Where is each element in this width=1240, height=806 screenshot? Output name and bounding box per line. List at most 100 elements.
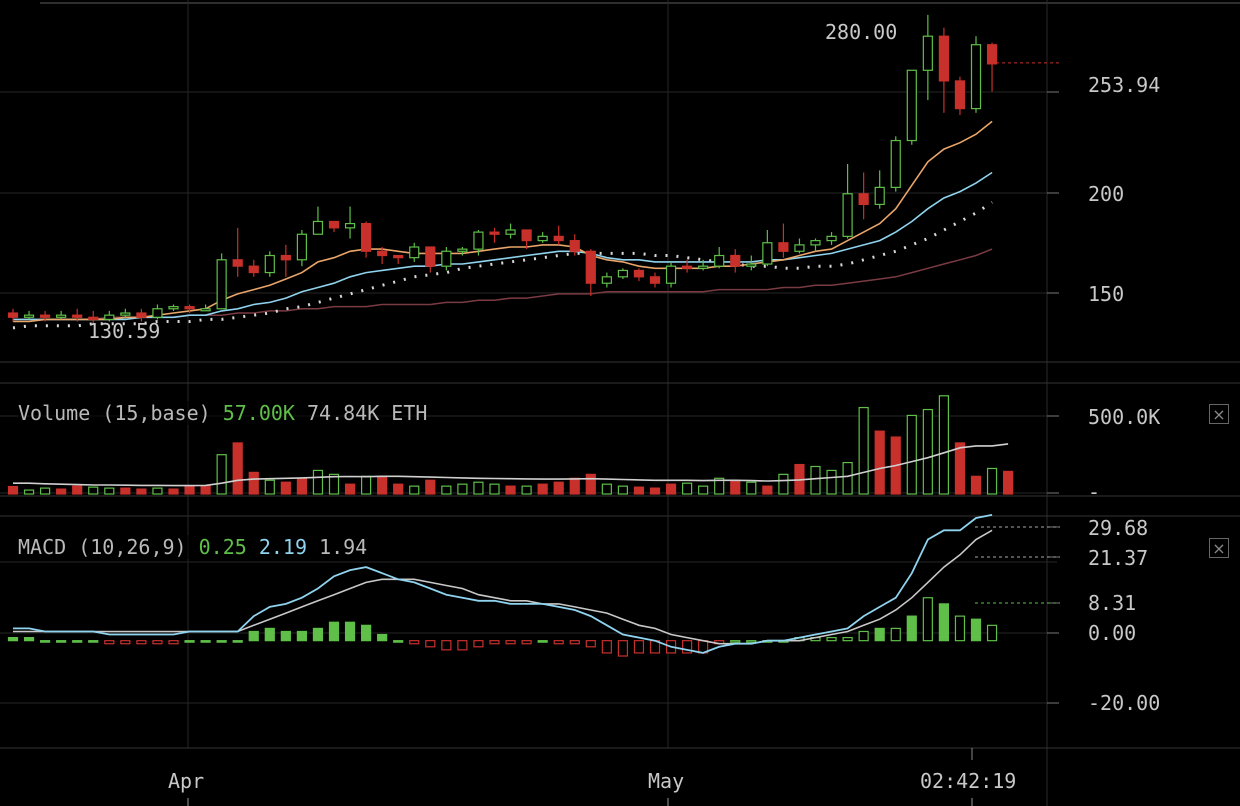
macd-histogram-bar [970,618,982,642]
candle [457,247,468,256]
volume-bar [120,487,131,495]
volume-bar [649,487,661,495]
volume-bar [986,467,998,495]
candle-body [649,276,661,284]
macd-histogram-bar [890,627,901,642]
candle-body [23,314,35,318]
macd-histogram-bar [136,640,147,645]
macd-histogram-bar [216,640,227,643]
macd-histogram-bar [954,615,966,642]
volume-bar [409,485,420,495]
candle-body [681,265,693,269]
volume-bar [39,487,51,495]
candle [970,36,982,113]
ma-dotted-line [12,201,993,330]
volume-bar [264,479,275,495]
volume-bar [361,475,372,495]
volume-bar [762,485,773,495]
volume-bar [954,442,966,495]
volume-bar [858,406,869,495]
candle-body [970,44,982,110]
candle-body [312,220,324,235]
candle-body [986,44,998,65]
volume-bar [730,479,741,495]
candle-body [633,269,645,278]
macd-histogram-bar [56,640,67,643]
macd-histogram-bar [521,640,532,645]
macd-panel[interactable] [7,514,1061,657]
macd-histogram-bar [152,640,163,645]
candle-body [296,233,307,261]
candle [778,223,789,258]
volume-bar [168,488,179,495]
macd-axis-label-5: -20.00 [1088,691,1160,715]
volume-panel[interactable] [7,395,1014,495]
candle-body [473,231,484,250]
macd-histogram-bar [537,640,548,643]
volume-bar [56,488,67,495]
macd-histogram-bar [248,630,259,642]
macd-histogram-bar [601,640,612,654]
macd-histogram-bar [489,640,500,645]
candle [473,229,484,256]
volume-bar [906,414,917,495]
macd-legend: MACD (10,26,9) 0.25 2.19 1.94 [18,535,368,559]
candle-body [714,254,725,267]
candle [842,163,853,239]
volume-bar [681,482,693,495]
macd-histogram-bar [826,636,837,642]
candle-body [88,316,99,321]
macd-histogram-bar [39,640,51,643]
volume-bar [441,485,452,495]
volume-bar [7,485,19,495]
candle [874,170,885,209]
axis-labels: 280.00 130.59 253.94 200 150 500.0K - 29… [88,20,1160,793]
candle-body [842,193,853,237]
macd-axis-label-1: 29.68 [1088,516,1148,540]
candle-body [72,314,83,318]
candle [681,259,693,273]
candle-body [216,259,227,310]
candle [746,255,757,271]
candle [649,272,661,288]
candle [810,238,821,252]
candle [248,259,259,277]
candle-body [537,235,548,242]
candle-body [344,222,356,229]
macd-close-icon[interactable]: × [1209,538,1229,558]
candle [906,69,917,145]
candle-body [858,193,869,206]
volume-legend: Volume (15,base) 57.00K 74.84K ETH [18,401,428,425]
price-panel[interactable] [7,14,1061,330]
candle-body [232,259,243,267]
candle [200,304,211,312]
volume-bar [88,486,99,495]
candle-body [810,240,821,246]
volume-bar [617,485,629,495]
candle [7,308,19,322]
macd-histogram-bar [457,640,468,651]
candle [72,308,83,322]
macd-histogram-bar [746,640,757,643]
volume-bar [922,408,933,495]
volume-bar [377,475,388,495]
candle [152,304,163,320]
volume-close-icon[interactable]: × [1209,404,1229,424]
macd-histogram-bar [377,633,388,642]
candle-body [665,265,677,284]
candle-body [874,186,885,206]
volume-bar [489,483,500,495]
macd-histogram-bar [681,640,693,654]
candle-body [585,250,596,284]
macd-axis-label-4: 0.00 [1088,621,1136,645]
volume-bar [714,477,725,495]
candle [296,229,307,267]
candle [938,27,950,113]
candle [521,229,532,250]
candle-body [730,254,741,267]
macd-axis-label-3: 8.31 [1088,591,1136,615]
macd-histogram-bar [425,640,436,648]
candle [617,268,629,279]
candle [537,232,548,243]
price-axis-label-200: 200 [1088,182,1124,206]
